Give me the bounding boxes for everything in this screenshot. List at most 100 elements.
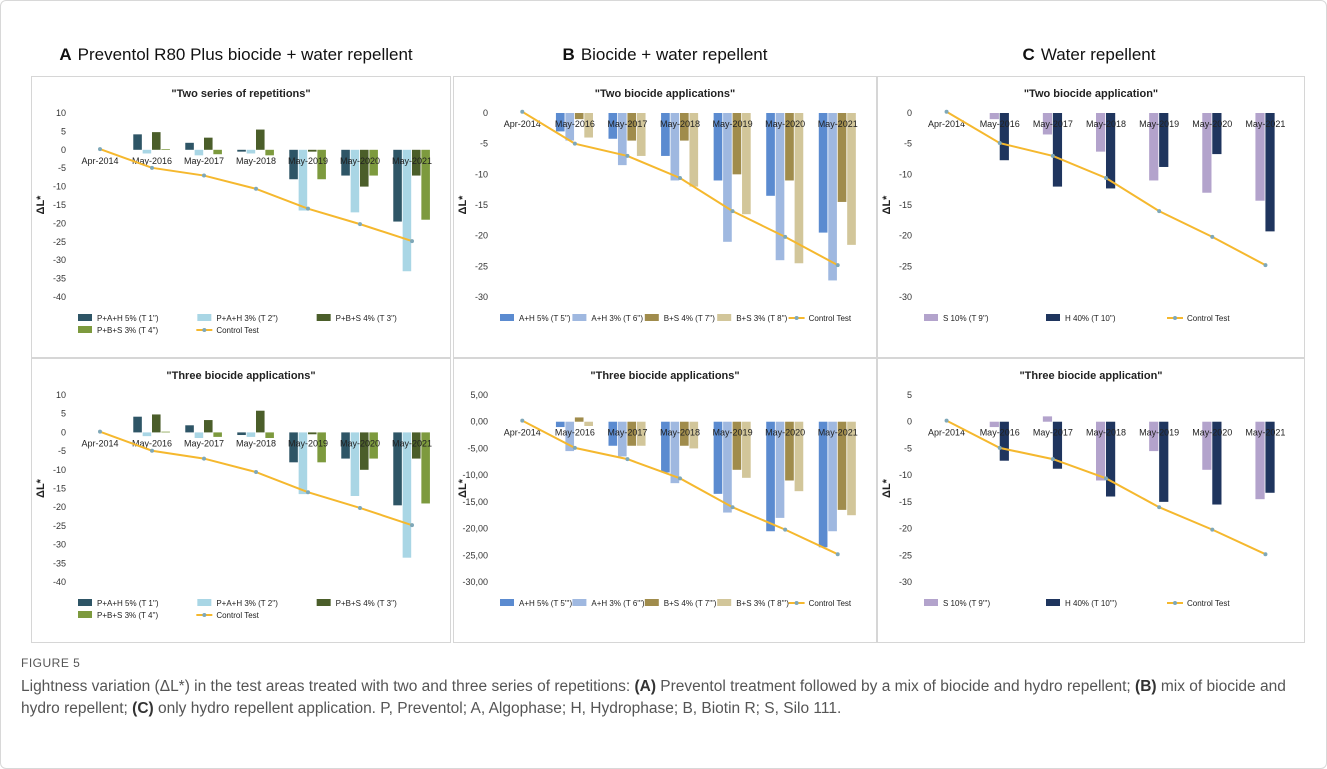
legend-swatch	[644, 314, 659, 321]
x-tick-label: May-2017	[184, 156, 224, 166]
y-axis-label: ΔL*	[35, 478, 47, 498]
legend-label: P+A+H 3% (T 2'')	[216, 314, 278, 323]
bar	[608, 113, 618, 139]
legend-label: Control Test	[809, 599, 852, 608]
chart-title: "Two series of repetitions"	[171, 88, 310, 100]
control-point	[150, 448, 154, 453]
control-point	[202, 173, 206, 178]
bar	[393, 149, 402, 222]
x-tick-label: May-2019	[288, 156, 328, 166]
bar	[766, 421, 775, 532]
chart-title: "Two biocide applications"	[595, 88, 735, 100]
x-tick-label: May-2021	[1245, 119, 1285, 129]
panel-c-letter: C	[1022, 45, 1035, 64]
legend-label: P+A+H 5% (T 1'')	[97, 599, 159, 608]
y-tick-label: 10	[56, 390, 66, 400]
y-axis-label: ΔL*	[35, 195, 47, 215]
bar	[1106, 113, 1116, 189]
bar	[627, 421, 637, 446]
bar	[237, 149, 246, 152]
legend-swatch	[78, 314, 92, 321]
y-tick-label: -5,00	[467, 443, 488, 453]
bar	[636, 421, 646, 446]
y-tick-label: -5	[480, 139, 488, 149]
bar	[142, 149, 152, 154]
legend-label: B+S 3% (T 8''')	[736, 599, 789, 608]
control-point	[1104, 176, 1108, 181]
x-tick-label: Apr-2014	[928, 119, 965, 129]
legend-swatch	[572, 314, 587, 321]
x-tick-label: Apr-2014	[81, 156, 118, 166]
figure-caption: FIGURE 5 Lightness variation (ΔL*) in th…	[21, 656, 1311, 720]
legend-label: S 10% (T 9'')	[943, 314, 989, 323]
legend-label: A+H 3% (T 6'')	[591, 314, 643, 323]
bar	[152, 132, 161, 150]
x-tick-label: May-2017	[607, 119, 647, 129]
x-tick-label: May-2021	[818, 119, 858, 129]
control-point	[1157, 209, 1162, 214]
legend-swatch	[78, 599, 92, 606]
y-tick-label: -10	[53, 182, 66, 192]
bar	[584, 113, 593, 138]
bar	[246, 432, 256, 437]
legend-label: P+A+H 3% (T 2'')	[216, 599, 278, 608]
bar	[393, 432, 402, 506]
legend-swatch	[197, 314, 212, 321]
y-axis-label: ΔL*	[881, 478, 893, 498]
x-tick-label: May-2020	[765, 119, 805, 129]
bar	[308, 149, 317, 152]
control-point	[520, 418, 525, 423]
bar	[837, 113, 847, 202]
bar	[713, 421, 723, 494]
control-point	[730, 505, 735, 510]
bar	[775, 113, 785, 261]
legend-swatch	[316, 599, 331, 606]
bar	[204, 420, 213, 433]
y-tick-label: -20,00	[462, 524, 488, 534]
bar	[360, 432, 369, 470]
bar	[574, 113, 584, 120]
y-tick-label: -40	[53, 292, 66, 302]
legend-swatch	[197, 599, 212, 606]
x-tick-label: May-2017	[1033, 119, 1073, 129]
y-axis-label: ΔL*	[457, 478, 469, 498]
control-point	[358, 505, 362, 510]
legend-swatch	[717, 314, 732, 321]
control-point	[254, 470, 258, 475]
bar	[555, 113, 565, 132]
control-point	[254, 186, 258, 191]
panel-a-title: Preventol R80 Plus biocide + water repel…	[77, 45, 413, 64]
chart-svg: "Three biocide applications" 5,00 0,00 -5,0…	[457, 370, 858, 608]
legend-swatch	[78, 611, 92, 618]
bar	[617, 421, 627, 457]
legend-label: P+A+H 5% (T 1'')	[97, 314, 159, 323]
chart-b-bottom: "Three biocide applications" 5,00 0,00 -5,0…	[453, 358, 877, 643]
control-point	[944, 109, 949, 114]
chart-svg: "Three biocide applications" 10 5 0 -5 -10 -15…	[35, 370, 432, 620]
bar	[402, 149, 412, 272]
x-tick-label: May-2016	[132, 438, 172, 448]
legend-label: A+H 5% (T 5''')	[519, 599, 572, 608]
y-tick-label: -15,00	[462, 497, 488, 507]
legend-label: Control Test	[809, 314, 852, 323]
x-tick-label: May-2018	[660, 119, 700, 129]
chart-title: "Two biocide application"	[1024, 88, 1158, 100]
bar	[412, 432, 421, 459]
y-tick-label: -5	[58, 446, 66, 456]
caption-a-text: Preventol treatment followed by a mix of…	[656, 678, 1136, 695]
bar	[742, 113, 751, 215]
y-tick-label: -30	[53, 540, 66, 550]
caption-c-text: only hydro repellent application. P, Pre…	[153, 700, 842, 717]
bar	[246, 149, 256, 154]
bar	[421, 149, 430, 220]
bar	[1096, 113, 1106, 152]
bar	[627, 113, 637, 141]
bar	[661, 421, 670, 473]
bar	[828, 421, 837, 532]
bar	[1042, 113, 1053, 135]
x-tick-label: May-2017	[1033, 428, 1073, 438]
x-tick-label: May-2018	[1086, 119, 1126, 129]
bar	[680, 113, 689, 141]
legend-point-swatch	[1173, 601, 1177, 605]
